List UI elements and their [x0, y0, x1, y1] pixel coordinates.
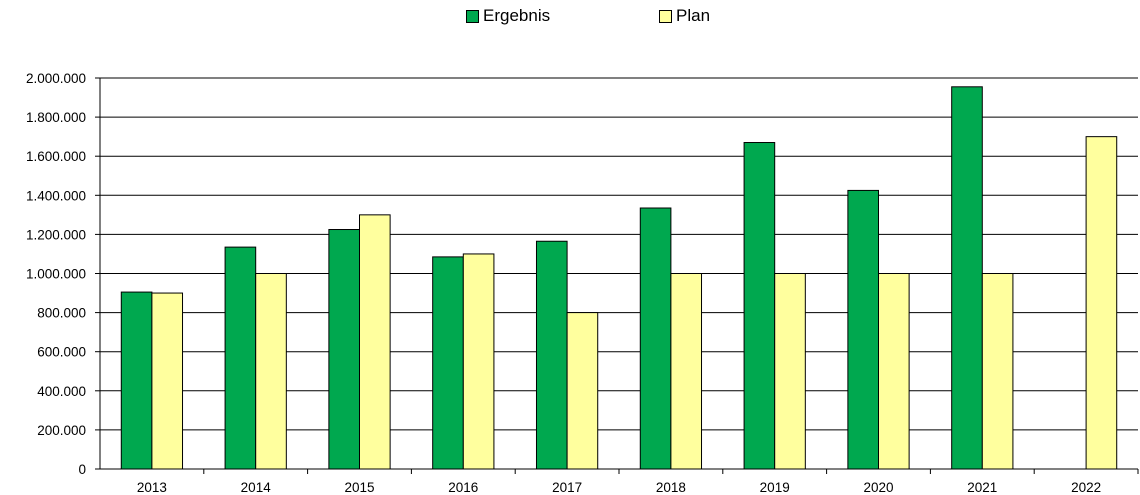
bar-plan-2017	[566, 312, 599, 470]
y-tick-label: 0	[78, 462, 86, 477]
y-tick-label: 600.000	[37, 345, 86, 360]
bar-plan-2022	[1085, 136, 1118, 470]
x-tick-label: 2014	[241, 480, 272, 495]
bar-plan-2021	[981, 273, 1014, 470]
x-tick-label: 2022	[1071, 480, 1101, 495]
bar-plan-2016	[462, 253, 495, 470]
bar-ergebnis-2013	[120, 291, 153, 470]
bar-plan-2020	[878, 273, 910, 470]
x-tick-label: 2016	[448, 480, 478, 495]
y-tick-label: 1.400.000	[26, 188, 86, 203]
bar-ergebnis-2014	[224, 246, 257, 470]
y-tick-label: 1.800.000	[26, 110, 86, 125]
legend-swatch-plan	[659, 9, 672, 23]
y-tick-label: 1.600.000	[26, 149, 86, 164]
x-tick-label: 2021	[967, 480, 997, 495]
bar-ergebnis-2017	[535, 240, 568, 470]
x-tick-label: 2019	[760, 480, 790, 495]
legend-label-plan: Plan	[676, 6, 711, 25]
bar-ergebnis-2016	[432, 256, 464, 470]
bar-ergebnis-2019	[743, 142, 776, 470]
y-tick-label: 1.000.000	[26, 267, 86, 282]
x-tick-label: 2020	[863, 480, 893, 495]
y-tick-label: 1.200.000	[26, 227, 86, 242]
y-tick-label: 200.000	[37, 423, 86, 438]
bar-plan-2015	[359, 214, 391, 470]
legend-label-ergebnis: Ergebnis	[483, 6, 551, 25]
x-tick-label: 2013	[137, 480, 167, 495]
legend-item-plan: Plan	[659, 6, 710, 26]
chart-legend: Ergebnis Plan	[0, 6, 1140, 30]
x-tick-label: 2017	[552, 480, 582, 495]
bar-plan-2013	[151, 292, 184, 470]
bar-ergebnis-2021	[951, 86, 983, 470]
bar-ergebnis-2020	[847, 189, 880, 470]
x-tick-label: 2018	[656, 480, 686, 495]
bar-plan-2014	[255, 273, 287, 470]
legend-swatch-ergebnis	[466, 9, 479, 23]
bar-ergebnis-2015	[328, 229, 360, 470]
y-tick-label: 2.000.000	[26, 71, 86, 86]
bar-plan-2019	[774, 273, 806, 470]
legend-item-ergebnis: Ergebnis	[466, 6, 550, 26]
y-tick-label: 800.000	[37, 306, 86, 321]
y-tick-label: 400.000	[37, 384, 86, 399]
bar-plan-2018	[670, 273, 703, 470]
bar-ergebnis-2018	[639, 207, 672, 470]
x-tick-label: 2015	[344, 480, 374, 495]
